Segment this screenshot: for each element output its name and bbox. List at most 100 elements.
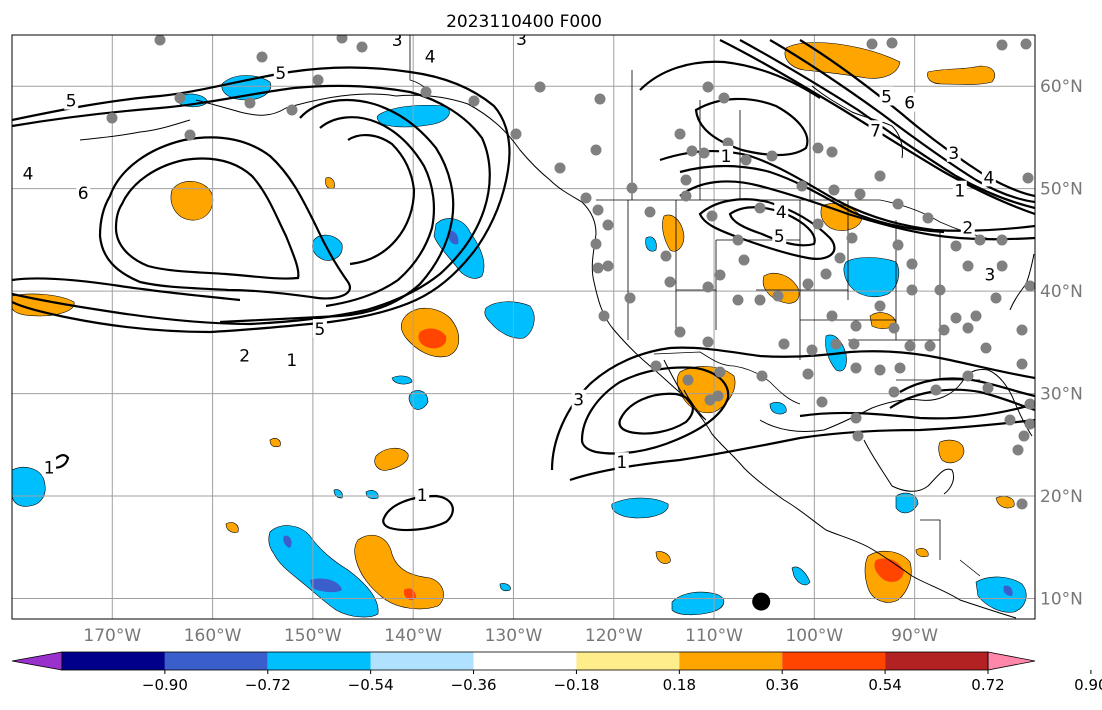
- colorbar-segment: [576, 652, 680, 670]
- station-dot: [740, 154, 752, 166]
- shade-negative: [843, 257, 900, 298]
- contour-label: 3: [984, 266, 995, 286]
- contour-label-bg: [273, 62, 288, 82]
- station-dot: [312, 74, 324, 86]
- contour-label: 2: [239, 347, 250, 367]
- station-dot: [1024, 280, 1035, 292]
- latitude-tick-labels: 60°N 50°N 40°N 30°N 20°N 10°N: [1040, 77, 1083, 609]
- colorbar-tick-label: 0.18: [663, 676, 696, 694]
- colorbar-tick-label: 0.36: [766, 676, 799, 694]
- latitude-tick-label: 60°N: [1040, 77, 1083, 97]
- station-dot: [962, 260, 974, 272]
- colorbar-tick-label: −0.90: [142, 676, 188, 694]
- shade-positive: [784, 42, 901, 79]
- contour-line: [899, 377, 1035, 398]
- latitude-tick-label: 10°N: [1040, 590, 1083, 610]
- station-dot: [1018, 430, 1030, 442]
- shade-negative: [645, 236, 657, 252]
- station-dot: [686, 145, 698, 157]
- station-dot: [702, 281, 714, 293]
- border-us-mexico: [653, 351, 801, 405]
- station-dot: [962, 370, 974, 382]
- contour-label-bg: [946, 142, 961, 162]
- map-frame: [11, 34, 1036, 620]
- longitude-tick-label: 140°W: [384, 626, 442, 646]
- border-central-america: [920, 519, 981, 577]
- shade-positive: [325, 177, 335, 189]
- station-dot: [1024, 398, 1035, 410]
- shade-negative: [484, 301, 535, 339]
- contour-line: [12, 84, 491, 326]
- station-dot: [820, 268, 832, 280]
- contour-label: 1: [616, 453, 627, 473]
- station-dot: [812, 142, 824, 154]
- station-dot: [826, 310, 838, 322]
- station-dot: [336, 35, 348, 44]
- station-dot: [698, 147, 710, 159]
- shade-negative-strong: [283, 535, 292, 548]
- station-dot: [590, 144, 602, 156]
- coastline-gulf: [759, 369, 1033, 437]
- station-dot: [626, 182, 638, 194]
- station-dot: [674, 128, 686, 140]
- contour-line: [347, 134, 416, 266]
- station-dot: [990, 292, 1002, 304]
- station-dot: [598, 310, 610, 322]
- station-dot: [704, 394, 716, 406]
- station-dot: [702, 336, 714, 348]
- contour-label-bg: [868, 120, 883, 140]
- station-dot: [356, 41, 368, 53]
- station-dot: [722, 137, 734, 149]
- longitude-tick-label: 130°W: [485, 626, 543, 646]
- station-dot: [714, 269, 726, 281]
- latitude-tick-label: 40°N: [1040, 282, 1083, 302]
- shade-positive: [915, 548, 929, 558]
- station-dot: [184, 129, 196, 141]
- latitude-tick-label: 20°N: [1040, 487, 1083, 507]
- shade-positive: [820, 203, 863, 231]
- station-dot: [888, 386, 900, 398]
- contour-line: [618, 392, 694, 435]
- contour-label-bg: [952, 180, 967, 200]
- latitude-tick-label: 50°N: [1040, 180, 1083, 200]
- station-dot: [682, 374, 694, 386]
- coastline-aleutians: [79, 119, 191, 141]
- station-dot: [738, 254, 750, 266]
- station-dot: [554, 162, 566, 174]
- station-dot: [874, 364, 886, 376]
- contour-label: 3: [392, 31, 403, 51]
- station-dot: [996, 260, 1008, 272]
- station-dot: [286, 104, 298, 116]
- contour-label: 6: [78, 184, 89, 204]
- station-dot: [816, 396, 828, 408]
- colorbar-tick-label: −0.54: [348, 676, 394, 694]
- contour-line: [694, 97, 809, 157]
- contour-line: [799, 402, 1035, 420]
- shade-negative: [499, 583, 511, 592]
- station-dot: [850, 412, 862, 424]
- station-dot: [244, 97, 256, 109]
- contour-label: 3: [516, 30, 527, 50]
- colorbar-segment: [370, 652, 474, 670]
- shade-positive: [938, 439, 965, 464]
- station-dot: [886, 37, 898, 49]
- contour-line: [799, 39, 1035, 198]
- station-dot: [962, 322, 974, 334]
- contour-label-bg: [719, 145, 734, 165]
- shade-negative: [975, 576, 1027, 613]
- contour-label: 2: [962, 219, 973, 239]
- station-dot: [154, 35, 166, 46]
- longitude-tick-label: 90°W: [891, 626, 938, 646]
- station-dot: [874, 300, 886, 312]
- colorbar-tick-label: −0.36: [451, 676, 497, 694]
- station-dot: [590, 238, 602, 250]
- shade-negative-strong: [1003, 585, 1013, 596]
- station-dot: [826, 146, 838, 158]
- shade-positive: [927, 65, 995, 85]
- height-contours: [12, 39, 1035, 532]
- colorbar-segment: [164, 652, 268, 670]
- station-dot: [732, 294, 744, 306]
- longitude-tick-labels: 170°W 160°W 150°W 140°W 130°W 120°W 110°W 100°W…: [83, 626, 938, 646]
- colorbar-segment: [679, 652, 783, 670]
- station-dot: [650, 360, 662, 372]
